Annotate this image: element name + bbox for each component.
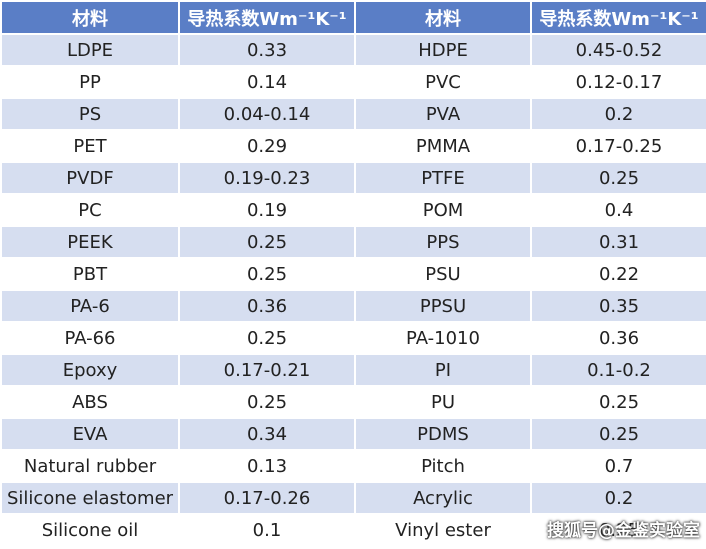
table-body: LDPE 0.33 HDPE 0.45-0.52 PP 0.14 PVC 0.12-0.17 P… [0, 33, 706, 547]
header-cell: 材料 [0, 0, 180, 35]
material-cell: PVA [354, 97, 532, 131]
material-cell: HDPE [354, 33, 532, 67]
table-row: Natural rubber 0.13 Pitch 0.7 [0, 449, 706, 483]
material-cell: PBT [0, 257, 180, 291]
value-cell: 0.19 [178, 193, 356, 227]
material-cell: PSU [354, 257, 532, 291]
value-cell: 0.25 [178, 385, 356, 419]
material-cell: Vinyl ester [354, 513, 532, 547]
table-row: EVA 0.34 PDMS 0.25 [0, 417, 706, 451]
value-cell: 0.25 [178, 321, 356, 355]
value-cell: 0.25 [178, 257, 356, 291]
material-cell: PA-66 [0, 321, 180, 355]
material-cell: PI [354, 353, 532, 387]
value-cell: 0.19-0.23 [178, 161, 356, 195]
header-cell: 导热系数Wm⁻¹K⁻¹ [530, 0, 706, 35]
material-cell: PPS [354, 225, 532, 259]
value-cell: 0.17-0.21 [178, 353, 356, 387]
header-row: 材料 导热系数Wm⁻¹K⁻¹ 材料 导热系数Wm⁻¹K⁻¹ [0, 0, 706, 35]
value-cell: 0.25 [178, 225, 356, 259]
value-cell: 0.2 [530, 97, 706, 131]
value-cell: 0.1 [178, 513, 356, 547]
table-row: PVDF 0.19-0.23 PTFE 0.25 [0, 161, 706, 195]
value-cell: 0.22 [530, 257, 706, 291]
table-row: Silicone elastomer 0.17-0.26 Acrylic 0.2 [0, 481, 706, 515]
material-cell: Acrylic [354, 481, 532, 515]
value-cell: 0.34 [178, 417, 356, 451]
table-row: PEEK 0.25 PPS 0.31 [0, 225, 706, 259]
material-cell: PS [0, 97, 180, 131]
material-cell: PPSU [354, 289, 532, 323]
table-row: PA-6 0.36 PPSU 0.35 [0, 289, 706, 323]
material-cell: PTFE [354, 161, 532, 195]
table-row: PP 0.14 PVC 0.12-0.17 [0, 65, 706, 99]
material-cell: PU [354, 385, 532, 419]
table-row: ABS 0.25 PU 0.25 [0, 385, 706, 419]
value-cell: 0.17-0.25 [530, 129, 706, 163]
value-cell: 0.36 [178, 289, 356, 323]
value-cell: 0.25 [530, 513, 706, 547]
value-cell: 0.25 [530, 385, 706, 419]
table-row: LDPE 0.33 HDPE 0.45-0.52 [0, 33, 706, 67]
material-cell: Epoxy [0, 353, 180, 387]
material-cell: Silicone oil [0, 513, 180, 547]
material-cell: PEEK [0, 225, 180, 259]
material-cell: PDMS [354, 417, 532, 451]
value-cell: 0.17-0.26 [178, 481, 356, 515]
table-row: PBT 0.25 PSU 0.22 [0, 257, 706, 291]
material-cell: Natural rubber [0, 449, 180, 483]
value-cell: 0.4 [530, 193, 706, 227]
value-cell: 0.31 [530, 225, 706, 259]
material-cell: Pitch [354, 449, 532, 483]
material-cell: PVDF [0, 161, 180, 195]
value-cell: 0.04-0.14 [178, 97, 356, 131]
value-cell: 0.36 [530, 321, 706, 355]
material-cell: POM [354, 193, 532, 227]
table-row: PC 0.19 POM 0.4 [0, 193, 706, 227]
table-row: PA-66 0.25 PA-1010 0.36 [0, 321, 706, 355]
header-cell: 导热系数Wm⁻¹K⁻¹ [178, 0, 356, 35]
value-cell: 0.13 [178, 449, 356, 483]
value-cell: 0.25 [530, 417, 706, 451]
value-cell: 0.45-0.52 [530, 33, 706, 67]
table-row: Silicone oil 0.1 Vinyl ester 0.25 [0, 513, 706, 547]
value-cell: 0.29 [178, 129, 356, 163]
value-cell: 0.2 [530, 481, 706, 515]
material-cell: Silicone elastomer [0, 481, 180, 515]
value-cell: 0.35 [530, 289, 706, 323]
material-cell: EVA [0, 417, 180, 451]
value-cell: 0.12-0.17 [530, 65, 706, 99]
value-cell: 0.7 [530, 449, 706, 483]
header-cell: 材料 [354, 0, 532, 35]
material-cell: LDPE [0, 33, 180, 67]
value-cell: 0.14 [178, 65, 356, 99]
table-row: Epoxy 0.17-0.21 PI 0.1-0.2 [0, 353, 706, 387]
value-cell: 0.25 [530, 161, 706, 195]
value-cell: 0.33 [178, 33, 356, 67]
material-cell: PMMA [354, 129, 532, 163]
material-cell: PC [0, 193, 180, 227]
watermark: 搜狐号@金鉴实验室 [547, 521, 700, 541]
table-row: PET 0.29 PMMA 0.17-0.25 [0, 129, 706, 163]
material-cell: PP [0, 65, 180, 99]
material-cell: PET [0, 129, 180, 163]
material-cell: PVC [354, 65, 532, 99]
table-row: PS 0.04-0.14 PVA 0.2 [0, 97, 706, 131]
material-cell: PA-1010 [354, 321, 532, 355]
material-cell: PA-6 [0, 289, 180, 323]
value-cell: 0.1-0.2 [530, 353, 706, 387]
material-cell: ABS [0, 385, 180, 419]
